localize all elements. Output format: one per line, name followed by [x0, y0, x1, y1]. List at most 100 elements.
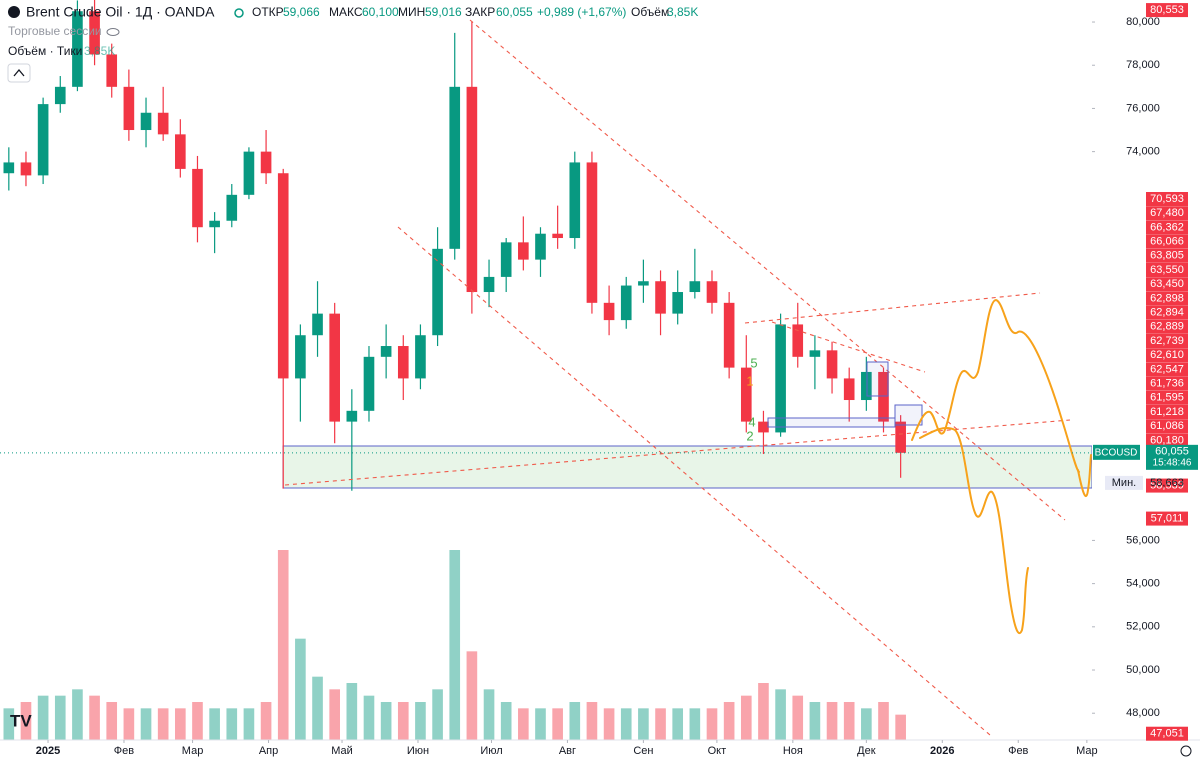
- candle-body: [20, 162, 32, 176]
- alert-label-box: [1146, 220, 1188, 235]
- volume-bar: [157, 708, 169, 740]
- candle-body: [603, 302, 615, 321]
- alert-label-box: [1146, 390, 1188, 405]
- y-tick-label: 54,000: [1126, 578, 1160, 590]
- candle-body: [3, 162, 15, 174]
- y-tick-label: 52,000: [1126, 621, 1160, 633]
- box: [866, 361, 889, 397]
- volume-bar: [518, 708, 529, 740]
- price-label: 60,055: [1155, 446, 1189, 458]
- alert-label: 63,805: [1150, 250, 1184, 262]
- alert-label: 66,066: [1150, 236, 1184, 248]
- volume-bar: [346, 683, 358, 740]
- volume-bar: [672, 708, 684, 740]
- alert-label: 58,539: [1150, 479, 1184, 491]
- background-drawings: [282, 445, 1093, 489]
- axis-labels: 48,000 50,000 52,000 54,000 56,000 74,000 76,0…: [36, 3, 1198, 757]
- volume-bar: [397, 702, 409, 740]
- candle-body: [740, 367, 752, 422]
- volume-bar: [620, 708, 632, 740]
- candle-body: [380, 346, 392, 357]
- volume-bar: [72, 689, 83, 740]
- x-tick-label: Апр: [259, 745, 278, 757]
- volume-bar: [175, 708, 186, 740]
- box: [894, 404, 923, 426]
- trend-line: [744, 292, 1041, 324]
- volume-bar: [500, 702, 512, 740]
- candle-body: [89, 11, 100, 55]
- low-value: 59,016: [425, 5, 462, 19]
- eye-icon[interactable]: [106, 28, 120, 36]
- candle-body: [620, 285, 632, 321]
- candle-body: [260, 151, 272, 174]
- x-tick-label: 2025: [36, 745, 60, 757]
- tv-logo: TV: [10, 711, 32, 730]
- volume-bar: [123, 708, 135, 740]
- collapse-icon: [13, 68, 25, 77]
- alert-label-box: [1146, 291, 1188, 306]
- min-price-label: 58,663: [1150, 477, 1184, 489]
- support-zone: [282, 445, 1093, 489]
- collapse-button[interactable]: [7, 63, 31, 83]
- high-value: 60,100: [362, 5, 399, 19]
- time-axis: [0, 740, 1200, 762]
- alert-label-box: [1146, 263, 1188, 277]
- alert-label: 62,894: [1150, 307, 1184, 319]
- candle-body: [157, 112, 169, 135]
- volume-bar: [603, 708, 615, 740]
- alert-label: 62,889: [1150, 321, 1184, 333]
- alert-label-box: [1146, 277, 1188, 292]
- volume-bar: [192, 702, 203, 740]
- x-tick-label: Авг: [559, 745, 576, 757]
- box: [767, 417, 896, 428]
- alert-label-box: [1146, 348, 1188, 363]
- candle-body: [638, 281, 649, 286]
- volume-bar: [243, 708, 255, 740]
- volume-bar: [552, 708, 563, 740]
- volume-bar: [20, 702, 32, 740]
- x-tick-label: Дек: [857, 745, 876, 757]
- candle-body: [861, 371, 872, 401]
- symbol-logo: [8, 6, 20, 18]
- x-tick-label: Ноя: [783, 745, 803, 757]
- alert-label: 67,480: [1150, 207, 1184, 219]
- alert-label: 62,898: [1150, 292, 1184, 304]
- symbol-box: [1093, 444, 1140, 460]
- candle-body: [432, 248, 443, 336]
- candle-body: [295, 335, 306, 379]
- candle-body: [226, 194, 238, 221]
- alert-label: 47,051: [1150, 728, 1184, 740]
- alert-label-box: [1146, 234, 1188, 249]
- volume-bar: [329, 689, 340, 740]
- trend-line: [469, 19, 1066, 521]
- candle-body: [72, 11, 83, 87]
- alert-label: 61,595: [1150, 392, 1184, 404]
- countdown-label: 15:48:46: [1153, 457, 1192, 468]
- min-tag: Мин.: [1112, 477, 1136, 489]
- volume-pane: [3, 550, 906, 740]
- x-tick-label: Окт: [708, 745, 727, 757]
- x-tick-label: Июл: [480, 745, 502, 757]
- alert-label-box: [1146, 362, 1188, 377]
- volume-bar: [295, 638, 306, 740]
- volume-bar: [723, 702, 735, 740]
- candle-body: [535, 233, 546, 260]
- x-tick-label: Июн: [407, 745, 429, 757]
- alert-label-box: [1146, 319, 1188, 334]
- volume-bar: [260, 702, 272, 740]
- settings-icon[interactable]: [1180, 745, 1192, 757]
- wave-label: 1: [746, 373, 753, 388]
- candle-body: [312, 313, 323, 336]
- volume-bar: [277, 550, 289, 740]
- volume-bar: [466, 651, 478, 740]
- candle-body: [449, 86, 461, 249]
- open-value: 59,066: [283, 5, 320, 19]
- alert-label: 80,553: [1150, 4, 1184, 16]
- alert-label-box: [1146, 206, 1188, 221]
- alert-label-box: [1146, 334, 1188, 348]
- alert-label: 63,550: [1150, 264, 1184, 276]
- volume-bar: [638, 708, 649, 740]
- candle-body: [363, 356, 375, 411]
- candle-body: [672, 292, 684, 314]
